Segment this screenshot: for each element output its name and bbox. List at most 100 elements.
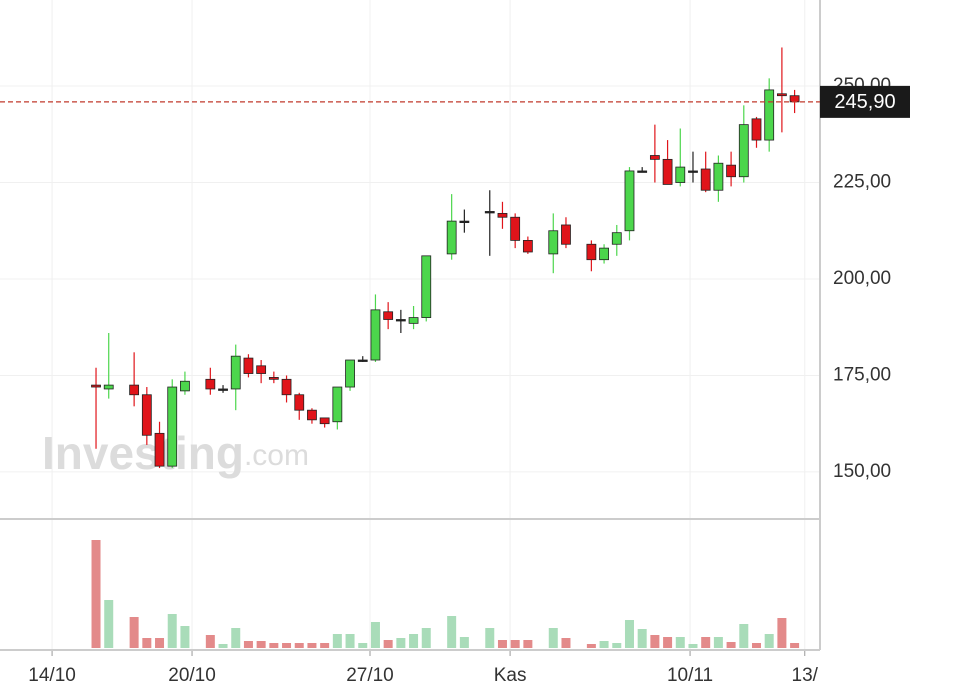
candle-body	[370, 309, 381, 361]
candle-body	[446, 220, 457, 255]
volume-bar	[688, 644, 698, 648]
candle-body	[611, 232, 622, 245]
volume-bar	[751, 643, 761, 648]
volume-bar	[739, 624, 749, 648]
candle-body	[586, 243, 597, 261]
volume-bar	[396, 638, 406, 648]
x-tick-label: 13/	[792, 665, 819, 686]
candle-body	[205, 378, 216, 390]
candle-body	[522, 239, 533, 253]
volume-bar	[231, 628, 241, 648]
candle-body	[789, 95, 800, 103]
candle-body	[599, 247, 609, 261]
candle-body	[548, 230, 559, 255]
volume-bar	[599, 641, 609, 648]
volume-bar	[383, 640, 393, 648]
volume-bar	[205, 635, 215, 648]
y-tick-label: 200,00	[833, 268, 891, 289]
volume-bar	[485, 628, 495, 648]
x-tick-label: Kas	[494, 665, 527, 686]
volume-bar	[790, 643, 800, 648]
candle-body	[218, 388, 228, 391]
candle-body	[243, 357, 254, 374]
volume-bar	[764, 634, 774, 648]
volume-bar	[370, 622, 380, 648]
candle-body	[561, 224, 571, 245]
candle-body	[307, 409, 317, 421]
volume-bar	[624, 620, 634, 648]
candle-body	[624, 170, 635, 232]
candle-body	[345, 359, 355, 388]
candle-body	[180, 380, 190, 392]
x-tick-label: 14/10	[28, 665, 76, 686]
candle-body	[230, 355, 241, 390]
volume-bar	[777, 618, 787, 648]
y-tick-label: 175,00	[833, 364, 891, 385]
volume-bar	[586, 644, 596, 648]
candle-body	[726, 164, 736, 178]
volume-bar	[129, 617, 139, 648]
watermark: Investing.com	[42, 427, 309, 479]
volume-bar	[701, 637, 711, 648]
watermark-brand: Investing	[42, 427, 244, 479]
volume-bar	[561, 638, 571, 648]
watermark-suffix: .com	[244, 439, 309, 472]
volume-bar	[91, 540, 101, 648]
x-tick-label: 27/10	[346, 665, 394, 686]
volume-bar	[320, 643, 330, 648]
candle-body	[421, 255, 432, 318]
volume-bar	[155, 638, 165, 648]
volume-bar	[294, 643, 304, 648]
x-tick-label: 10/11	[667, 665, 713, 686]
volume-bar	[332, 634, 342, 648]
candle-body	[357, 359, 368, 362]
volume-bar	[142, 638, 152, 648]
candle-body	[484, 211, 495, 214]
volume-bar	[510, 640, 520, 648]
last-price-label: 245,90	[834, 91, 895, 113]
volume-bar	[409, 634, 419, 648]
candle-body	[738, 124, 749, 178]
candle-body	[167, 386, 178, 467]
last-price-box	[820, 85, 910, 118]
volume-bar	[282, 643, 292, 648]
volume-bar	[345, 634, 355, 648]
volume-bar	[421, 628, 431, 648]
candle-body	[662, 158, 673, 185]
y-tick-label: 150,00	[833, 461, 891, 482]
volume-bar	[523, 640, 533, 648]
volume-bar	[497, 640, 507, 648]
volume-bar	[675, 637, 685, 648]
y-tick-label: 225,00	[833, 172, 891, 193]
volume-bar	[104, 600, 114, 648]
candle-body	[294, 394, 305, 411]
volume-bar	[218, 644, 228, 648]
volume-bar	[269, 643, 279, 648]
candle-body	[141, 394, 152, 436]
candle-body	[751, 118, 762, 141]
volume-bar	[256, 641, 266, 648]
candle-body	[383, 311, 394, 320]
volume-bar	[637, 629, 647, 648]
candle-body	[510, 216, 521, 241]
candle-body	[764, 89, 775, 141]
candle-body	[675, 166, 686, 183]
candle-body	[268, 376, 279, 380]
volume-bar	[650, 635, 660, 648]
candle-body	[154, 432, 165, 467]
x-tick-label: 20/10	[168, 665, 216, 686]
candle-body	[281, 378, 292, 396]
volume-bar	[167, 614, 177, 648]
candle-body	[91, 384, 101, 388]
candle-body	[103, 384, 114, 390]
volume-bar	[713, 637, 723, 648]
candle-body	[408, 317, 419, 324]
volume-bar	[548, 628, 558, 648]
volume-bar	[307, 643, 317, 648]
candle-body	[459, 220, 470, 224]
volume-bar	[180, 626, 190, 648]
candle-body	[319, 417, 330, 425]
volume-bar	[663, 637, 673, 648]
candle-body	[776, 93, 787, 97]
